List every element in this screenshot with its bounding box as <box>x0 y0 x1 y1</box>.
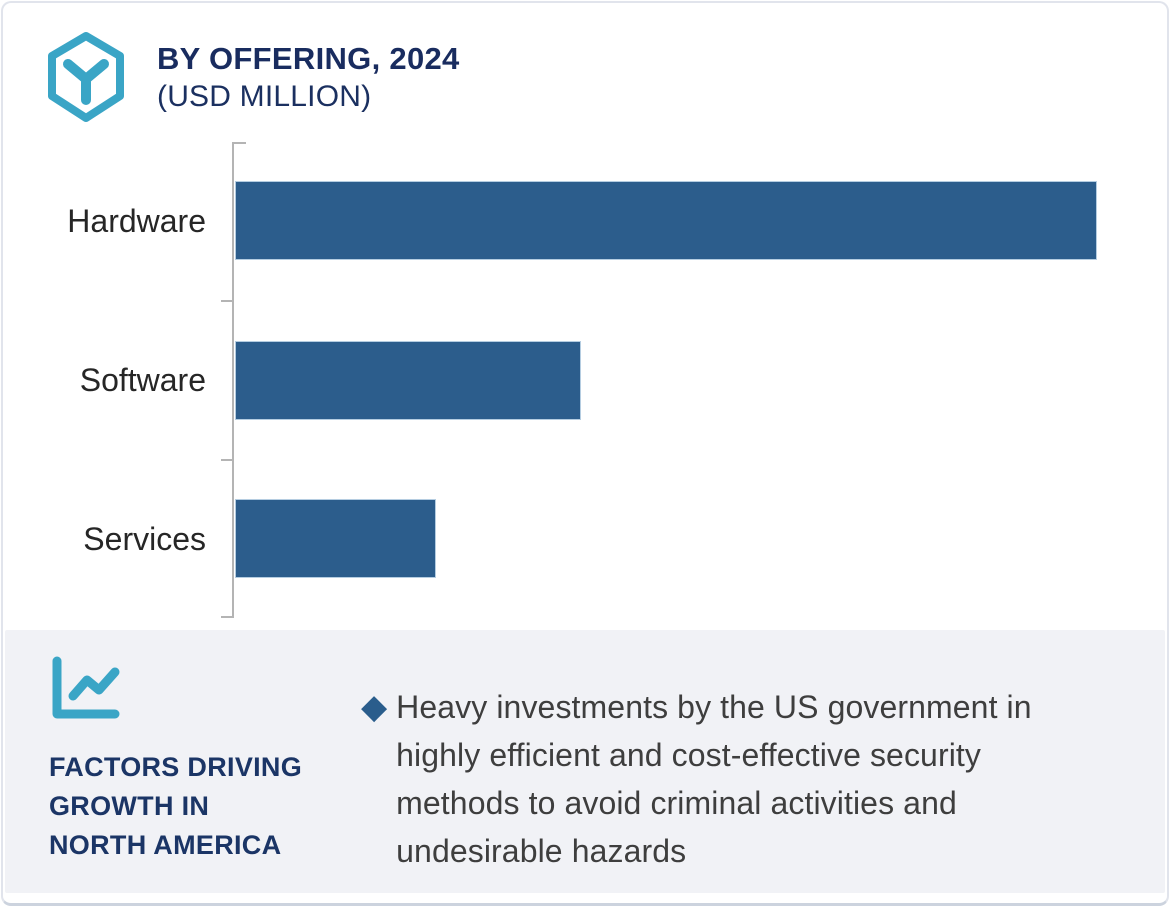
chart-title: BY OFFERING, 2024 <box>157 41 460 76</box>
line-chart-icon <box>52 656 120 719</box>
chart-header: BY OFFERING, 2024 (USD MILLION) <box>157 40 460 116</box>
bar-hardware <box>235 181 1097 260</box>
category-label-services: Services <box>83 521 206 557</box>
chart-subtitle: (USD MILLION) <box>157 80 372 113</box>
category-label-software: Software <box>79 362 206 398</box>
factors-heading: FACTORS DRIVING GROWTH IN NORTH AMERICA <box>49 748 302 865</box>
bar-services <box>235 499 436 578</box>
factor-bullet-text: Heavy investments by the US government i… <box>396 689 1032 869</box>
hexagon-cube-icon <box>48 32 124 122</box>
bar-software <box>235 341 581 420</box>
axis-tick <box>221 459 232 461</box>
axis-tick <box>221 300 232 302</box>
plot-area <box>235 142 1097 618</box>
diamond-bullet-icon: ◆ <box>361 687 388 727</box>
axis-cap-top <box>233 142 246 144</box>
factors-panel: FACTORS DRIVING GROWTH IN NORTH AMERICA … <box>5 630 1165 893</box>
category-label-hardware: Hardware <box>67 203 206 239</box>
category-axis-line <box>232 142 234 618</box>
factor-bullet-item: ◆ Heavy investments by the US government… <box>361 683 1073 875</box>
axis-cap-bottom <box>221 616 234 618</box>
factors-heading-line: NORTH AMERICA <box>49 830 282 860</box>
factors-heading-line: GROWTH IN <box>49 791 210 821</box>
factors-heading-line: FACTORS DRIVING <box>49 752 303 782</box>
